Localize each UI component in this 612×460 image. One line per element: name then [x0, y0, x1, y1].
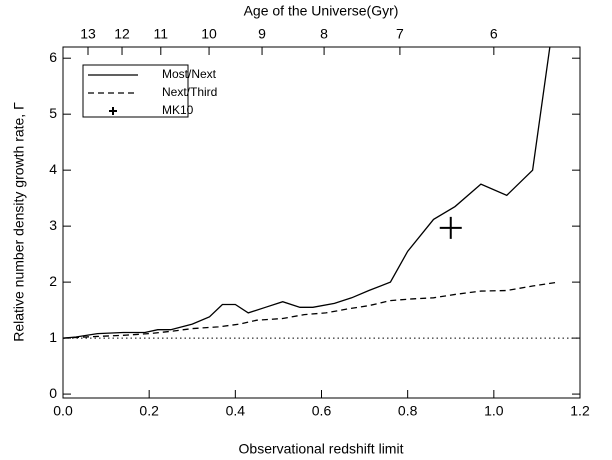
- y-tick-label: 4: [49, 161, 57, 177]
- plot-area: [63, 47, 580, 339]
- legend-label: Next/Third: [162, 85, 217, 99]
- x-tick-label: 0.2: [139, 403, 159, 419]
- y-axis-label: Relative number density growth rate, Γ: [11, 102, 27, 342]
- top-tick-label: 12: [114, 26, 130, 42]
- legend-label: Most/Next: [162, 67, 217, 81]
- top-tick-label: 6: [490, 26, 498, 42]
- y-tick-label: 0: [49, 385, 57, 401]
- x-tick-label: 0.4: [226, 403, 246, 419]
- x-tick-label: 0.8: [398, 403, 418, 419]
- x-tick-label: 0.0: [53, 403, 73, 419]
- x-tick-label: 1.0: [484, 403, 504, 419]
- y-tick-label: 5: [49, 105, 57, 121]
- top-tick-label: 11: [154, 26, 169, 42]
- series-line: [63, 47, 551, 339]
- top-tick-label: 8: [320, 26, 328, 42]
- y-tick-label: 1: [49, 329, 57, 345]
- top-tick-label: 13: [80, 26, 96, 42]
- top-tick-label: 10: [201, 26, 217, 42]
- y-tick-label: 6: [49, 49, 57, 65]
- top-axis-title: Age of the Universe(Gyr): [244, 3, 399, 19]
- top-tick-label: 7: [396, 26, 404, 42]
- top-tick-label: 9: [258, 26, 266, 42]
- legend-label: MK10: [162, 103, 194, 117]
- marker: [439, 216, 462, 239]
- y-tick-label: 2: [49, 273, 57, 289]
- legend-box: [82, 64, 189, 118]
- y-tick-label: 3: [49, 217, 57, 233]
- x-tick-label: 0.6: [312, 403, 332, 419]
- series-line: [63, 281, 559, 339]
- x-tick-label: 1.2: [570, 403, 590, 419]
- marker: [109, 107, 117, 115]
- x-axis-label: Observational redshift limit: [239, 441, 404, 457]
